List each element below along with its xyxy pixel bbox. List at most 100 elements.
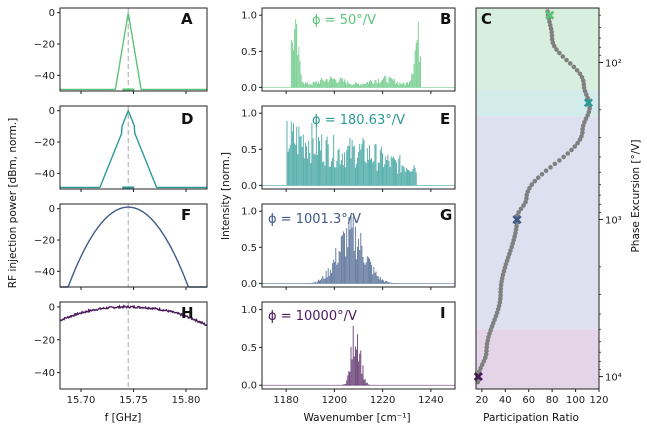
panel-label-h: H bbox=[181, 304, 194, 322]
pr-point-104 bbox=[478, 365, 483, 371]
pr-point-17 bbox=[571, 64, 577, 70]
pr-point-38 bbox=[577, 137, 583, 142]
pr-point-12 bbox=[554, 47, 559, 52]
pr-point-78 bbox=[499, 275, 505, 281]
rf-ytick-label-2-1: −20 bbox=[34, 236, 55, 247]
pr-point-63 bbox=[514, 223, 519, 229]
pr-point-98 bbox=[484, 345, 490, 350]
pr-point-51 bbox=[529, 182, 535, 187]
pr-point-16 bbox=[567, 61, 573, 66]
spec-ytick-label-1-1: 0.5 bbox=[241, 145, 257, 156]
pr-point-5 bbox=[548, 23, 553, 28]
pr-point-44 bbox=[557, 158, 562, 163]
pr-y-axis-label: Phase Excursion [°/V] bbox=[630, 139, 642, 252]
pr-point-108 bbox=[475, 379, 481, 385]
pr-point-6 bbox=[548, 26, 554, 32]
spec-x-axis-label: Wavenumber [cm⁻¹] bbox=[303, 412, 410, 424]
spec-ytick-label-2-2: 1.0 bbox=[241, 207, 257, 218]
rf-ytick-label-1-2: −40 bbox=[34, 169, 55, 180]
pr-point-91 bbox=[490, 320, 496, 326]
pr-band-0 bbox=[476, 8, 599, 91]
pr-point-69 bbox=[509, 244, 514, 250]
pr-point-50 bbox=[532, 178, 538, 184]
pr-xtick-label-2: 60 bbox=[522, 395, 535, 406]
pr-point-83 bbox=[498, 293, 503, 298]
rf-ytick-label-0-2: −40 bbox=[34, 71, 55, 82]
rf-ytick-label-2-2: −40 bbox=[34, 267, 55, 278]
pr-ytick-label-0: 10² bbox=[605, 58, 622, 69]
pr-point-45 bbox=[552, 161, 558, 167]
rf-ytick-label-2-0: 0 bbox=[49, 204, 55, 215]
pr-point-87 bbox=[495, 307, 501, 312]
pr-point-76 bbox=[501, 268, 507, 274]
spec-xtick-label-3: 1240 bbox=[418, 395, 443, 406]
rf-trace-h bbox=[59, 304, 208, 327]
spec-ytick-label-0-2: 1.0 bbox=[241, 11, 257, 22]
spec-ytick-label-1-2: 1.0 bbox=[241, 109, 257, 120]
spec-xtick-label-1: 1200 bbox=[322, 395, 347, 406]
pr-xtick-label-0: 20 bbox=[475, 395, 488, 406]
pr-point-66 bbox=[512, 234, 517, 239]
pr-xtick-label-4: 100 bbox=[566, 395, 585, 406]
pr-point-32 bbox=[583, 116, 589, 122]
panel-label-e: E bbox=[440, 110, 450, 128]
pr-point-13 bbox=[557, 50, 562, 56]
spec-ytick-label-3-0: 0.0 bbox=[241, 381, 257, 392]
pr-point-9 bbox=[549, 36, 555, 42]
pr-point-56 bbox=[523, 199, 528, 205]
spec-xtick-label-0: 1180 bbox=[273, 395, 298, 406]
pr-point-55 bbox=[524, 196, 529, 201]
pr-point-97 bbox=[484, 341, 490, 347]
pr-point-25 bbox=[584, 92, 589, 97]
pr-point-81 bbox=[498, 286, 504, 291]
rf-ytick-label-1-0: 0 bbox=[49, 106, 55, 117]
pr-point-41 bbox=[569, 147, 574, 153]
spec-lines-g bbox=[300, 214, 404, 284]
pr-point-54 bbox=[524, 192, 529, 198]
pr-band-3 bbox=[476, 329, 599, 389]
pr-point-34 bbox=[580, 123, 586, 129]
pr-ytick-label-1: 10³ bbox=[605, 216, 622, 227]
pr-marker-0 bbox=[545, 10, 555, 20]
pr-point-15 bbox=[564, 57, 569, 63]
pr-point-40 bbox=[572, 144, 578, 149]
pr-point-31 bbox=[585, 113, 590, 118]
pr-point-18 bbox=[574, 68, 580, 73]
panel-label-c: C bbox=[481, 10, 492, 28]
pr-band-2 bbox=[476, 116, 599, 330]
spec-ytick-label-0-1: 0.5 bbox=[241, 47, 257, 58]
pr-point-22 bbox=[581, 81, 587, 87]
pr-point-39 bbox=[575, 140, 580, 146]
pr-xtick-label-1: 40 bbox=[499, 395, 512, 406]
pr-point-33 bbox=[582, 120, 587, 125]
pr-point-49 bbox=[535, 175, 541, 180]
pr-point-85 bbox=[497, 300, 503, 305]
pr-point-71 bbox=[507, 251, 512, 257]
rf-trace-a bbox=[60, 13, 207, 91]
pr-point-29 bbox=[587, 106, 592, 111]
panel-label-f: F bbox=[181, 206, 191, 224]
pr-point-46 bbox=[548, 165, 553, 170]
panel-label-i: I bbox=[440, 304, 446, 322]
rf-ytick-label-3-2: −40 bbox=[34, 368, 55, 379]
rf-y-axis-label: RF injection power [dBm, norm.] bbox=[7, 118, 19, 288]
pr-frame bbox=[475, 7, 600, 390]
panel-label-a: A bbox=[181, 10, 193, 28]
spec-lines-e bbox=[286, 120, 417, 186]
spec-ytick-label-3-2: 1.0 bbox=[241, 305, 257, 316]
spec-ytick-label-3-1: 0.5 bbox=[241, 343, 257, 354]
rf-xtick-label-1: 15.75 bbox=[119, 395, 148, 406]
pr-band-1 bbox=[476, 90, 599, 117]
pr-point-65 bbox=[513, 230, 518, 236]
pr-point-96 bbox=[485, 338, 491, 343]
pr-point-99 bbox=[484, 348, 489, 354]
phi-label-e: ϕ = 180.63°/V bbox=[312, 113, 405, 128]
pr-point-79 bbox=[499, 279, 504, 284]
pr-point-24 bbox=[582, 88, 588, 94]
pr-point-68 bbox=[510, 241, 515, 246]
spec-xtick-label-2: 1220 bbox=[370, 395, 395, 406]
pr-marker-2 bbox=[512, 215, 522, 225]
spec-frame-i bbox=[261, 301, 456, 390]
pr-marker-1 bbox=[583, 98, 594, 108]
